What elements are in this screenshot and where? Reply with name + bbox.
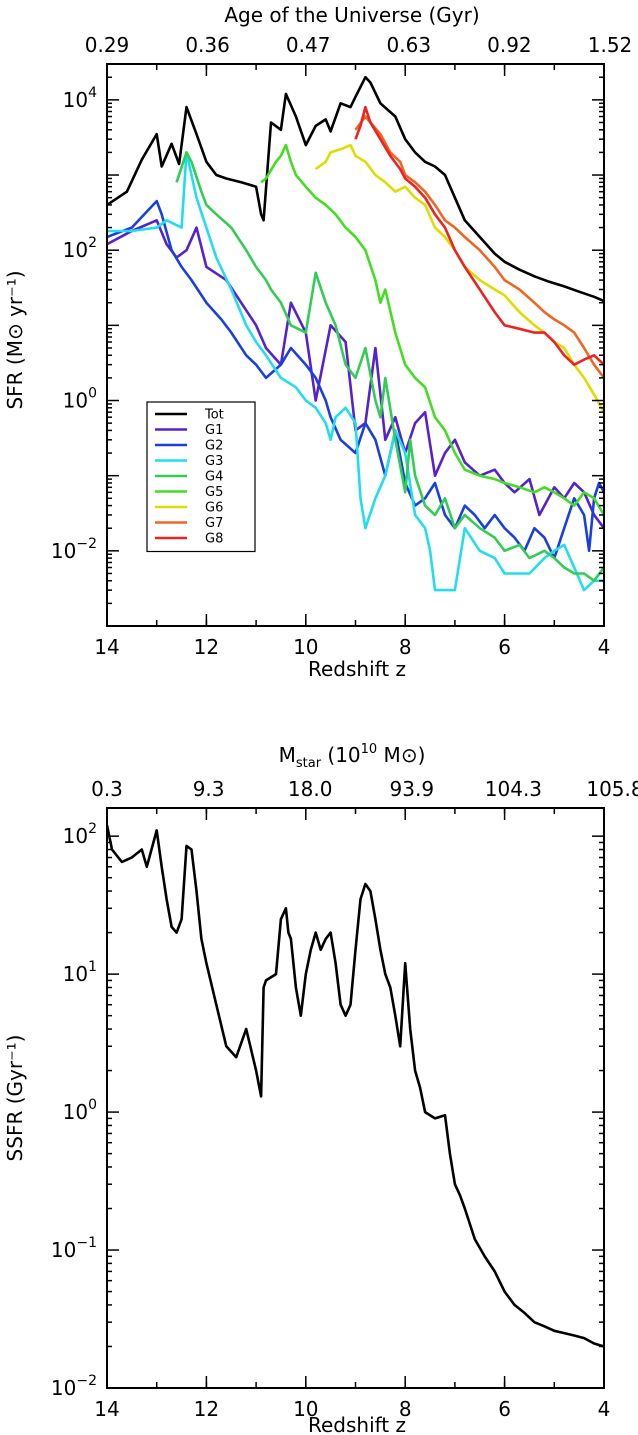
sfr-top-tick-label: 0.92	[487, 33, 532, 57]
ssfr-panel: 14 12 10 8 6 4 0.3 9.3 18.0 93.9 104.3 105.8 102 101 1…	[3, 742, 638, 1435]
sfr-x-tick-label: 4	[598, 635, 611, 659]
mstar-units-close: M⊙)	[377, 743, 425, 767]
ssfr-x-tick-label: 4	[598, 1397, 611, 1421]
legend-box	[146, 401, 256, 553]
ssfr-x-tick-label: 6	[498, 1397, 511, 1421]
ssfr-y-tick-label: 100	[63, 1097, 97, 1124]
sfr-top-tick-label: 1.52	[588, 33, 633, 57]
sfr-y-tick-label: 100	[63, 386, 97, 413]
sfr-series-line-g8	[354, 105, 604, 367]
ssfr-x-tick-label: 12	[194, 1397, 219, 1421]
mstar-units-open: (10	[321, 743, 361, 767]
ssfr-top-tick-label: 9.3	[193, 777, 225, 801]
sfr-top-axis-title: Age of the Universe (Gyr)	[224, 3, 479, 27]
ssfr-series-line-ssfr	[107, 824, 604, 1348]
sfr-series-line-g7	[354, 115, 604, 379]
ssfr-x-axis-title: Redshift z	[308, 1413, 406, 1435]
ssfr-x-tick-label: 10	[293, 1397, 318, 1421]
ssfr-top-tick-label: 0.3	[91, 777, 123, 801]
ssfr-x-tick-label: 8	[399, 1397, 412, 1421]
sfr-x-tick-label: 8	[399, 635, 412, 659]
legend-label-tot: Tot	[204, 408, 224, 423]
mstar-symbol: M	[279, 743, 296, 767]
ssfr-y-tick-label: 101	[63, 959, 97, 986]
ssfr-x-tick-label: 14	[94, 1397, 119, 1421]
mstar-units-exponent: 10	[361, 742, 378, 757]
sfr-series-line-g3	[107, 151, 604, 592]
mstar-subscript: star	[296, 756, 322, 771]
sfr-y-axis-title: SFR (M⊙ yr⁻¹)	[3, 270, 27, 409]
legend-label-g5: G5	[205, 485, 223, 500]
sfr-x-axis-title: Redshift z	[308, 657, 406, 681]
sfr-series-line-tot	[107, 75, 604, 303]
legend-label-g2: G2	[205, 439, 223, 454]
ssfr-y-axis-title: SSFR (Gyr⁻¹)	[3, 1035, 27, 1162]
sfr-panel: 14 12 10 8 6 4 0.29 0.36 0.47 0.63 0.92 1.52 104 102 1…	[3, 3, 632, 681]
ssfr-y-tick-label: 10−2	[51, 1373, 97, 1400]
sfr-series-line-g5	[260, 143, 604, 516]
sfr-y-tick-label: 102	[63, 235, 97, 262]
ssfr-y-tick-label: 10−1	[51, 1235, 97, 1262]
sfr-x-tick-label: 10	[293, 635, 318, 659]
sfr-series-line-g4	[175, 151, 604, 583]
sfr-x-tick-label: 14	[94, 635, 119, 659]
sfr-top-tick-label: 0.63	[387, 33, 432, 57]
sfr-y-tick-label: 104	[63, 85, 97, 112]
sfr-top-tick-label: 0.29	[85, 33, 130, 57]
ssfr-plot-frame	[106, 807, 605, 1389]
sfr-top-tick-label: 0.36	[185, 33, 230, 57]
sfr-x-tick-label: 6	[498, 635, 511, 659]
ssfr-top-tick-label: 93.9	[390, 777, 435, 801]
legend-label-g6: G6	[205, 501, 223, 516]
sfr-top-tick-label: 0.47	[286, 33, 331, 57]
sfr-x-tick-label: 12	[194, 635, 219, 659]
legend-label-g4: G4	[205, 470, 223, 485]
ssfr-top-tick-label: 105.8	[586, 777, 638, 801]
sfr-y-tick-label: 10−2	[51, 536, 97, 563]
legend-label-g7: G7	[205, 516, 223, 531]
ssfr-y-tick-label: 102	[63, 821, 97, 848]
legend-label-g1: G1	[205, 423, 223, 438]
sfr-series-line-g6	[314, 143, 604, 413]
ssfr-top-axis-title: Mstar (1010 M⊙)	[279, 742, 426, 771]
legend-label-g8: G8	[205, 532, 223, 547]
legend-label-g3: G3	[205, 454, 223, 469]
ssfr-top-tick-label: 18.0	[288, 777, 333, 801]
sfr-series-line-g1	[107, 219, 604, 529]
ssfr-top-tick-label: 104.3	[485, 777, 542, 801]
